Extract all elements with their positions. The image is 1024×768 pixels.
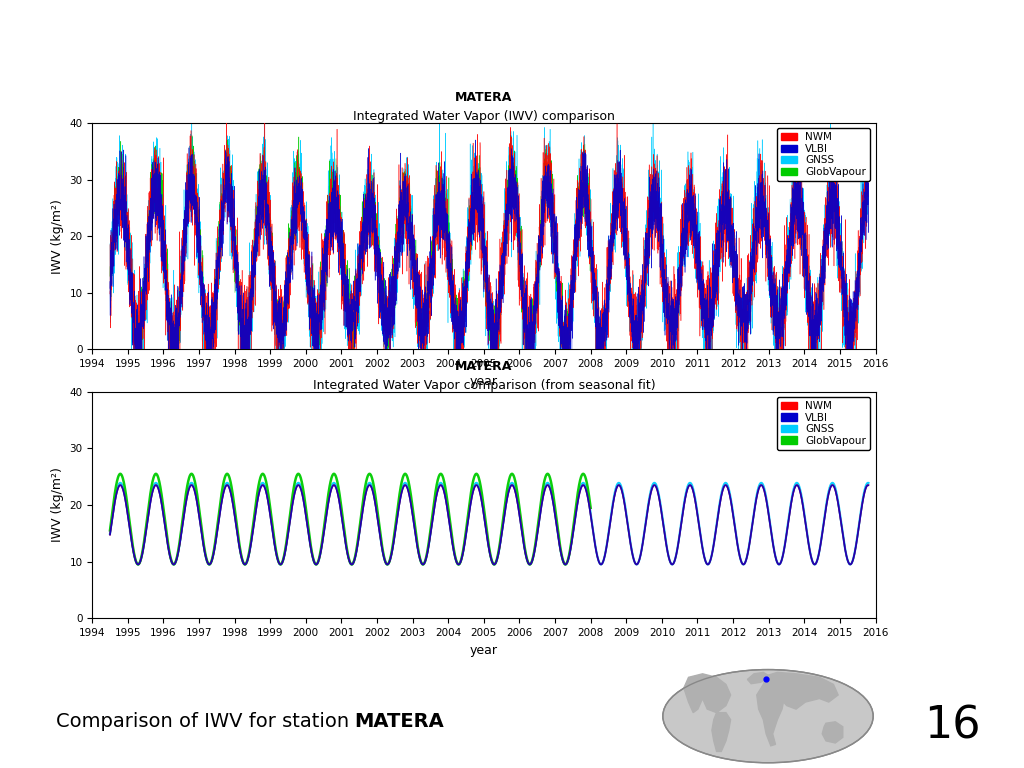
Title: Integrated Water Vapor comparison (from seasonal fit): Integrated Water Vapor comparison (from … — [312, 379, 655, 392]
Legend: NWM, VLBI, GNSS, GlobVapour: NWM, VLBI, GNSS, GlobVapour — [777, 128, 870, 181]
Text: MATERA: MATERA — [354, 713, 444, 731]
X-axis label: year: year — [470, 644, 498, 657]
Text: 16: 16 — [924, 704, 981, 747]
Text: Comparison of IWV for station: Comparison of IWV for station — [56, 713, 355, 731]
Polygon shape — [684, 674, 730, 713]
Y-axis label: IWV (kg/m²): IWV (kg/m²) — [51, 468, 63, 542]
Polygon shape — [757, 677, 784, 746]
Title: Integrated Water Vapor (IWV) comparison: Integrated Water Vapor (IWV) comparison — [353, 110, 614, 123]
Polygon shape — [748, 673, 768, 684]
Polygon shape — [768, 673, 838, 709]
Text: MATERA: MATERA — [455, 91, 513, 104]
Polygon shape — [822, 722, 843, 743]
X-axis label: year: year — [470, 375, 498, 388]
Polygon shape — [712, 713, 730, 751]
Ellipse shape — [663, 670, 873, 763]
Text: Water vapor comparison: Water vapor comparison — [259, 35, 770, 77]
Y-axis label: IWV (kg/m²): IWV (kg/m²) — [51, 199, 63, 273]
Text: MATERA: MATERA — [455, 360, 513, 373]
Legend: NWM, VLBI, GNSS, GlobVapour: NWM, VLBI, GNSS, GlobVapour — [777, 397, 870, 450]
